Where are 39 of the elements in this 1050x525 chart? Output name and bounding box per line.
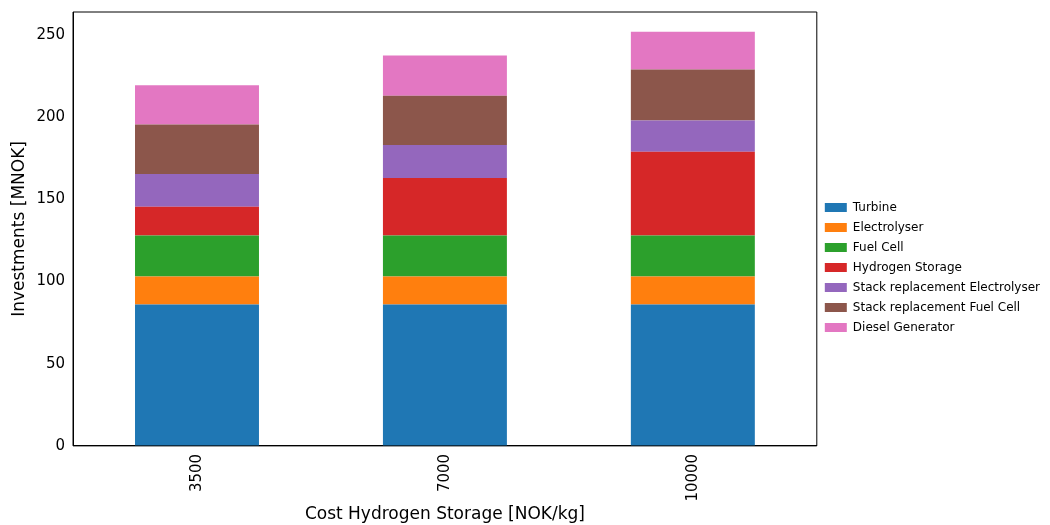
bar: [135, 85, 259, 125]
bar: [135, 206, 259, 236]
legend-label: Turbine: [851, 199, 897, 214]
bar: [135, 276, 259, 305]
y-tick-label: 100: [36, 271, 66, 290]
legend-label: Stack replacement Fuel Cell: [852, 299, 1021, 314]
legend-label: Stack replacement Electrolyser: [852, 279, 1041, 294]
bar: [135, 235, 259, 277]
bar: [382, 276, 507, 305]
bar: [135, 124, 259, 174]
bar: [382, 55, 507, 96]
y-tick-label: 50: [45, 353, 66, 372]
legend-label: Electrolyser: [852, 219, 924, 234]
legend-label: Diesel Generator: [852, 319, 955, 334]
bar: [630, 31, 755, 70]
y-tick-label: 250: [36, 24, 66, 43]
bar: [382, 177, 507, 236]
y-tick-label: 150: [36, 189, 66, 208]
legend-label: Fuel Cell: [852, 239, 904, 254]
x-tick-label: 7000: [434, 453, 453, 493]
bar: [135, 173, 259, 207]
y-tick-label: 0: [55, 435, 66, 454]
bar: [382, 235, 507, 277]
bar: [630, 69, 755, 121]
x-tick-label: 10000: [682, 453, 701, 502]
bar: [382, 145, 507, 178]
legend-label: Hydrogen Storage: [852, 259, 962, 274]
bar: [630, 151, 755, 236]
x-tick-label: 3500: [186, 453, 205, 493]
bar: [630, 235, 755, 277]
bar: [135, 304, 259, 446]
bar: [382, 304, 507, 446]
bar: [630, 276, 755, 305]
y-axis-title: Investments [MNOK]: [7, 141, 28, 317]
y-tick-label: 200: [36, 107, 66, 126]
bar: [630, 120, 755, 152]
bar: [382, 95, 507, 146]
x-axis-title: Cost Hydrogen Storage [NOK/kg]: [304, 503, 585, 524]
bar: [630, 304, 755, 446]
